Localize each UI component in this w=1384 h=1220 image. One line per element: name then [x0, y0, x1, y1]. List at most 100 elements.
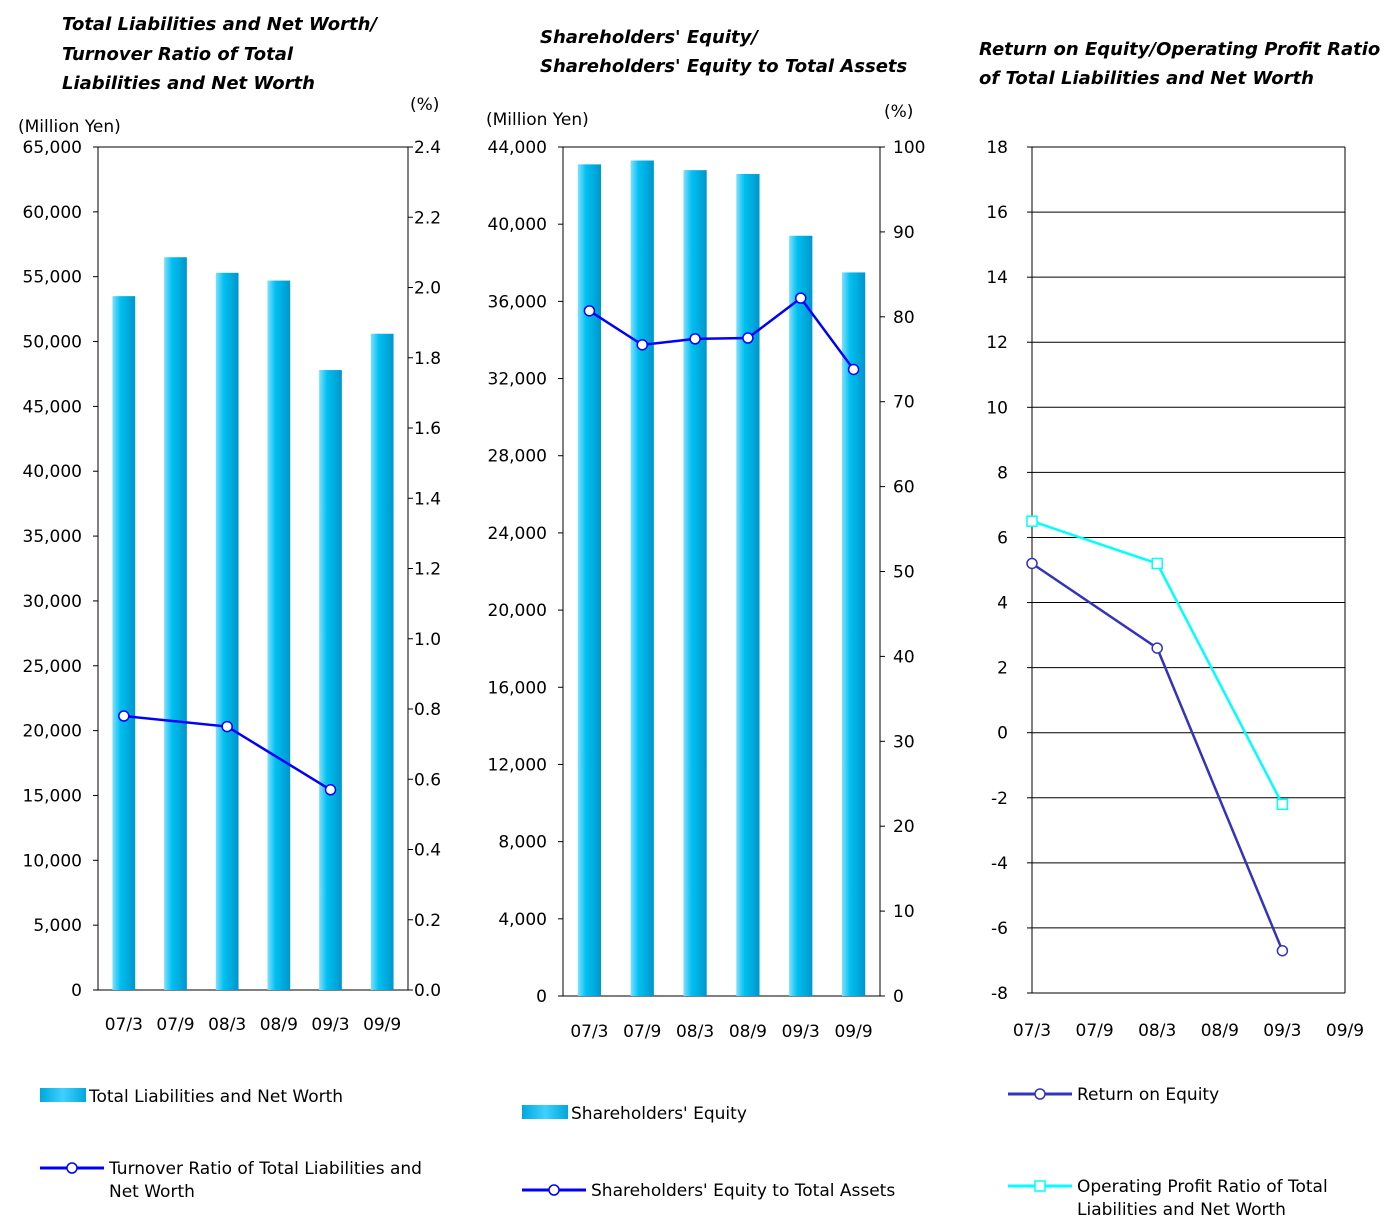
y-tick-label-left: 12,000: [488, 755, 547, 775]
y-axis-label-right: (%): [884, 102, 913, 122]
y-axis-label-right: (%): [410, 95, 439, 115]
data-point: [849, 364, 859, 374]
y-tick-label-right: 80: [893, 308, 915, 328]
y-tick-label-right: 1.4: [414, 489, 441, 509]
y-tick-label-left: 0: [71, 981, 82, 1001]
x-tick-label: 07/9: [1076, 1021, 1114, 1041]
y-tick-label-left: 8,000: [498, 833, 547, 853]
y-tick-label: -4: [991, 854, 1008, 874]
series-line: [1032, 563, 1282, 950]
legend-label: Total Liabilities and Net Worth: [88, 1087, 343, 1107]
y-tick-label-right: 10: [893, 902, 915, 922]
y-tick-label-right: 60: [893, 478, 915, 498]
y-tick-label: 10: [986, 398, 1008, 418]
x-tick-label: 09/9: [834, 1022, 872, 1042]
data-point: [1152, 643, 1162, 653]
x-tick-label: 09/3: [782, 1022, 820, 1042]
y-tick-label: 8: [997, 463, 1008, 483]
data-point: [1152, 558, 1162, 568]
chart-title-line: Liabilities and Net Worth: [62, 73, 315, 94]
x-tick-label: 07/9: [623, 1022, 661, 1042]
y-tick-label-right: 0.4: [414, 841, 441, 861]
chart-title-line: Total Liabilities and Net Worth/: [62, 14, 378, 35]
x-tick-label: 07/3: [570, 1022, 608, 1042]
data-point: [1027, 558, 1037, 568]
y-tick-label-left: 24,000: [488, 524, 547, 544]
y-tick-label-right: 30: [893, 732, 915, 752]
data-point: [796, 293, 806, 303]
data-point: [690, 334, 700, 344]
x-tick-label: 09/3: [1263, 1021, 1301, 1041]
y-tick-label-right: 50: [893, 563, 915, 583]
bar: [112, 296, 135, 990]
y-tick-label: -8: [991, 984, 1008, 1004]
y-tick-label-right: 20: [893, 817, 915, 837]
y-tick-label-left: 35,000: [23, 527, 82, 547]
y-tick-label-right: 1.6: [414, 419, 441, 439]
bar: [319, 370, 342, 990]
chart-title-line: Shareholders' Equity to Total Assets: [540, 56, 908, 77]
x-tick-label: 08/9: [1201, 1021, 1239, 1041]
y-tick-label-left: 16,000: [488, 678, 547, 698]
legend-label: Return on Equity: [1077, 1085, 1219, 1105]
y-tick-label-right: 1.0: [414, 630, 441, 650]
y-tick-label: 14: [986, 268, 1008, 288]
legend-swatch-bar: [522, 1105, 568, 1119]
y-tick-label-left: 15,000: [23, 786, 82, 806]
chart-title-line: Turnover Ratio of Total: [62, 44, 294, 65]
y-tick-label-right: 100: [893, 138, 925, 158]
y-tick-label: 2: [997, 659, 1008, 679]
y-tick-label-left: 10,000: [23, 851, 82, 871]
y-tick-label-right: 1.2: [414, 560, 441, 580]
data-point: [584, 306, 594, 316]
y-tick-label-left: 32,000: [488, 370, 547, 390]
x-tick-label: 08/9: [729, 1022, 767, 1042]
x-tick-label: 08/3: [208, 1015, 246, 1035]
y-tick-label-left: 25,000: [23, 657, 82, 677]
y-tick-label-left: 0: [536, 987, 547, 1007]
x-tick-label: 07/9: [156, 1015, 194, 1035]
bar: [789, 236, 812, 996]
x-tick-label: 07/3: [1013, 1021, 1051, 1041]
legend-label: Shareholders' Equity: [571, 1104, 747, 1124]
y-tick-label-left: 4,000: [498, 910, 547, 930]
data-point: [1277, 799, 1287, 809]
bar: [736, 174, 759, 996]
data-point: [743, 333, 753, 343]
chart-title-line: of Total Liabilities and Net Worth: [979, 68, 1314, 89]
y-tick-label-right: 0.0: [414, 981, 441, 1001]
x-tick-label: 07/3: [105, 1015, 143, 1035]
y-tick-label-left: 65,000: [23, 138, 82, 158]
y-tick-label-left: 45,000: [23, 397, 82, 417]
y-tick-label-right: 70: [893, 393, 915, 413]
bar: [842, 272, 865, 996]
y-axis-label-left: (Million Yen): [18, 117, 121, 137]
y-tick-label-right: 1.8: [414, 349, 441, 369]
y-tick-label-left: 20,000: [488, 601, 547, 621]
y-tick-label-right: 0: [893, 987, 904, 1007]
legend-marker: [67, 1163, 77, 1173]
x-tick-label: 09/3: [311, 1015, 349, 1035]
chart-title-line: Return on Equity/Operating Profit Ratio: [979, 39, 1380, 60]
y-tick-label-right: 0.8: [414, 700, 441, 720]
y-tick-label: 6: [997, 528, 1008, 548]
y-tick-label: 18: [986, 138, 1008, 158]
x-tick-label: 08/3: [676, 1022, 714, 1042]
bar: [631, 161, 654, 996]
y-tick-label-right: 2.4: [414, 138, 441, 158]
data-point: [326, 785, 336, 795]
plot-frame: [563, 147, 880, 996]
legend-label: Operating Profit Ratio of Total Liabiliti…: [1077, 1177, 1328, 1220]
y-tick-label-left: 28,000: [488, 447, 547, 467]
y-tick-label-right: 40: [893, 647, 915, 667]
bar: [371, 334, 394, 990]
data-point: [1027, 516, 1037, 526]
x-tick-label: 08/9: [260, 1015, 298, 1035]
legend-swatch-bar: [40, 1088, 86, 1102]
y-tick-label: 0: [997, 724, 1008, 744]
legend-marker: [1035, 1089, 1045, 1099]
bar: [216, 273, 239, 990]
y-tick-label-left: 30,000: [23, 592, 82, 612]
x-tick-label: 09/9: [363, 1015, 401, 1035]
